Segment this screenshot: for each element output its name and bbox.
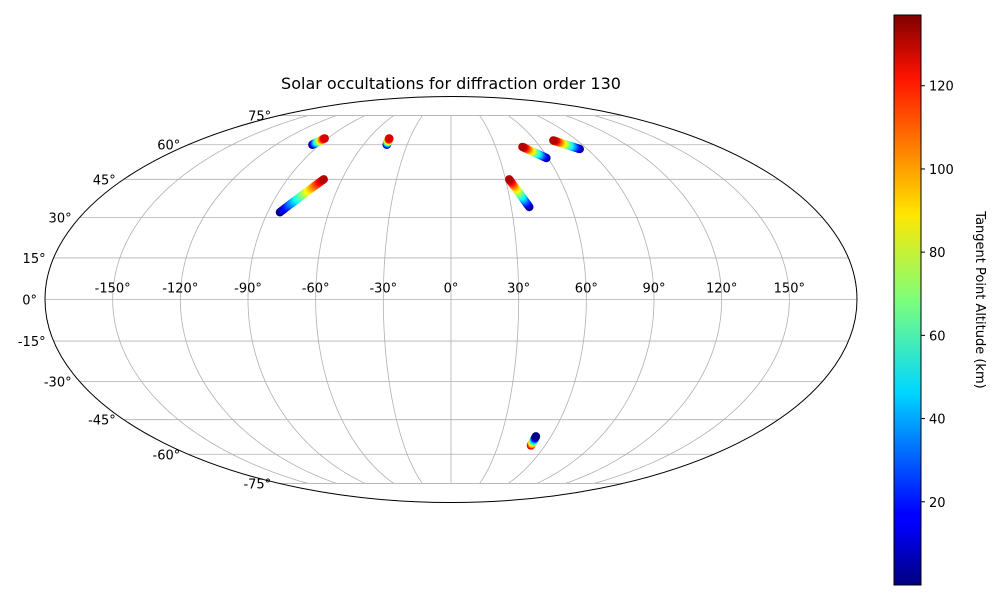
y-tick-label: -75° <box>243 477 271 492</box>
colorbar-tick-labels: 20 40 60 80 100 120 <box>921 80 954 511</box>
longitude-gridline <box>594 115 790 484</box>
occultation-point <box>549 136 558 145</box>
occultation-track <box>382 134 394 149</box>
longitude-gridline <box>112 115 308 484</box>
x-tick-label: 30° <box>507 282 530 297</box>
x-tick-label: -30° <box>369 282 397 297</box>
occultation-point <box>319 175 328 184</box>
longitude-gridline <box>565 115 723 484</box>
x-tick-label: 60° <box>575 282 598 297</box>
y-tick-label: 15° <box>23 252 46 267</box>
x-tick-label: 0° <box>444 282 459 297</box>
y-tick-label: -45° <box>88 414 116 429</box>
latitude-tick-labels: -75° -60° -45° -30° -15° 0° 15° 30° 45° 60° 75° <box>18 110 271 493</box>
occultation-track <box>549 136 584 154</box>
longitude-gridline <box>382 115 423 484</box>
map-plot-area: -150° -120° -90° -60° -30° 0° 30° 60° 90° 120° 150… <box>18 96 858 503</box>
longitude-gridline <box>247 115 366 484</box>
occultation-track <box>504 175 534 212</box>
occultation-track <box>518 142 551 163</box>
colorbar-tick-label: 40 <box>929 413 946 428</box>
x-tick-label: -60° <box>302 282 330 297</box>
longitude-gridline <box>315 115 394 484</box>
colorbar-label: Tangent Point Altitude (km) <box>972 210 987 388</box>
x-tick-label: 150° <box>774 282 805 297</box>
occultation-point <box>385 134 394 143</box>
occultation-point <box>504 175 514 184</box>
y-tick-label: 45° <box>93 173 116 188</box>
colorbar-tick-label: 80 <box>929 246 946 261</box>
y-tick-label: -60° <box>153 448 181 463</box>
occultation-point <box>320 134 329 143</box>
y-tick-label: 0° <box>22 294 37 309</box>
colorbar-gradient <box>893 14 922 586</box>
colorbar-tick-label: 60 <box>929 329 946 344</box>
longitude-gridline <box>508 115 587 484</box>
occultation-point <box>531 432 541 441</box>
grid-lines <box>45 115 857 484</box>
colorbar: 20 40 60 80 100 120 Tangent Point Altitude (k… <box>893 14 987 586</box>
y-tick-label: 75° <box>248 110 271 125</box>
y-tick-label: 30° <box>49 211 72 226</box>
occultation-track <box>308 134 329 149</box>
longitude-gridline <box>536 115 655 484</box>
x-tick-label: -120° <box>162 282 198 297</box>
y-tick-label: -30° <box>44 376 72 391</box>
occultation-points <box>275 134 584 450</box>
occultation-point <box>518 142 527 152</box>
longitude-tick-labels: -150° -120° -90° -60° -30° 0° 30° 60° 90° 120° 150… <box>95 282 805 297</box>
longitude-gridline <box>479 115 520 484</box>
x-tick-label: 90° <box>642 282 665 297</box>
occultation-track <box>275 175 328 217</box>
x-tick-label: 120° <box>706 282 737 297</box>
map-boundary <box>44 96 858 503</box>
occultation-track <box>526 432 541 450</box>
chart-title: Solar occultations for diffraction order… <box>281 74 621 93</box>
y-tick-label: 60° <box>157 139 180 154</box>
x-tick-label: -90° <box>234 282 262 297</box>
colorbar-tick-label: 20 <box>929 496 946 511</box>
longitude-gridline <box>179 115 337 484</box>
colorbar-tick-label: 100 <box>929 163 954 178</box>
x-tick-label: -150° <box>95 282 131 297</box>
y-tick-label: -15° <box>18 335 46 350</box>
colorbar-tick-label: 120 <box>929 80 954 95</box>
